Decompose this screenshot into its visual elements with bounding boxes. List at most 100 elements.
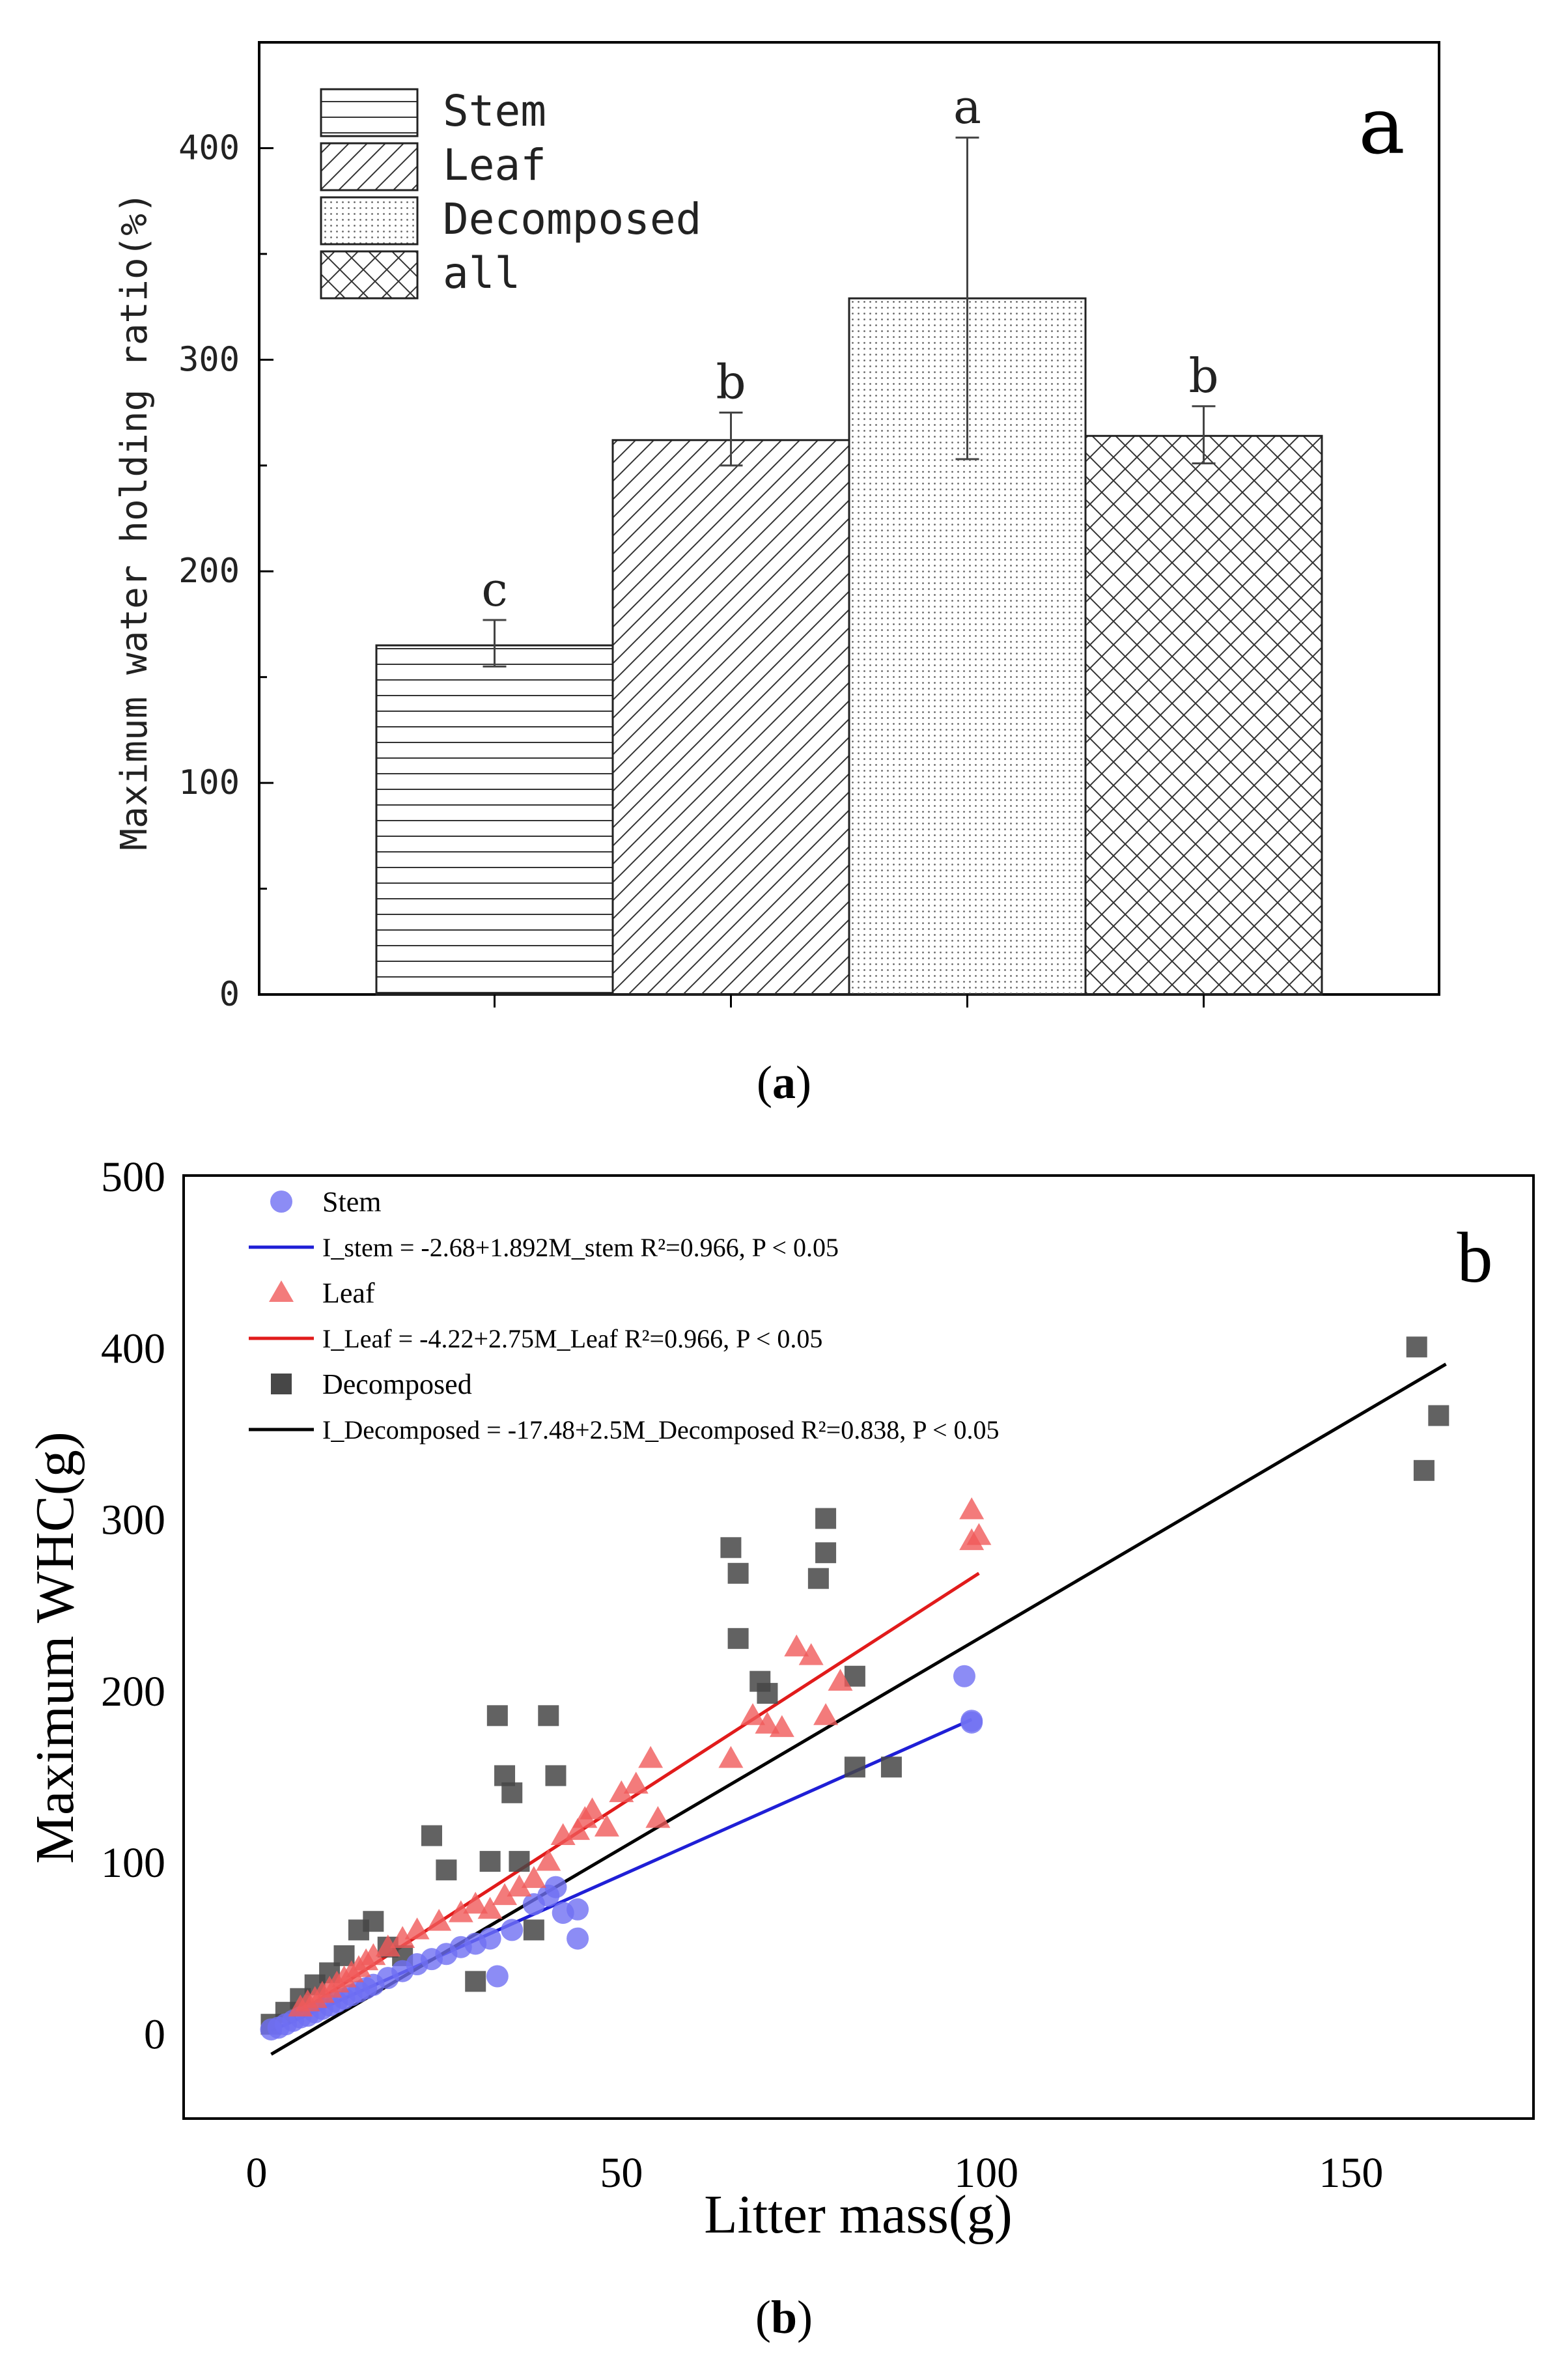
- point-decomposed: [1413, 1459, 1435, 1481]
- point-leaf: [813, 1703, 839, 1725]
- panel-a-x-ticks: [494, 994, 1205, 1008]
- point-leaf: [536, 1848, 561, 1871]
- point-decomposed: [479, 1851, 501, 1872]
- y-tick-label-0: 0: [219, 975, 240, 1014]
- panel-b-y-axis: 0 100 200 300 400 500: [101, 1153, 165, 2058]
- legend-equation-leaf: I_Leaf = -4.22+2.75M_Leaf R²=0.966, P < …: [322, 1324, 822, 1353]
- y-tick-label-200: 200: [101, 1668, 165, 1715]
- point-leaf: [755, 1712, 780, 1734]
- point-decomposed: [727, 1628, 749, 1649]
- significance-letter-leaf: b: [716, 355, 746, 410]
- point-leaf: [609, 1780, 634, 1803]
- point-decomposed: [523, 1919, 544, 1941]
- point-leaf: [375, 1934, 400, 1957]
- legend-swatch-decomposed: [320, 196, 419, 246]
- y-tick-label-100: 100: [101, 1839, 165, 1887]
- point-leaf: [623, 1771, 649, 1794]
- y-tick-label-100: 100: [178, 763, 240, 802]
- legend-marker-leaf: [269, 1280, 294, 1302]
- point-decomposed: [1406, 1336, 1427, 1358]
- panel-a-significance-letters: c b a b: [481, 79, 1218, 617]
- panel-a-bar-chart: c b a b 0 100 200 300 400 Maximum water holding…: [113, 41, 1440, 1014]
- point-decomposed: [486, 1705, 508, 1727]
- point-leaf: [718, 1745, 744, 1768]
- point-decomposed: [538, 1705, 559, 1727]
- legend-label-stem: Stem: [443, 86, 546, 136]
- y-tick-label-400: 400: [178, 128, 240, 167]
- point-leaf: [361, 1943, 386, 1966]
- point-leaf: [492, 1883, 518, 1906]
- point-leaf: [477, 1896, 503, 1919]
- point-decomposed: [807, 1568, 829, 1589]
- panel-b-legend: Stem I_stem = -2.68+1.892M_stem R²=0.966,…: [249, 1186, 1000, 1445]
- point-decomposed: [509, 1851, 530, 1872]
- y-tick-label-0: 0: [144, 2010, 165, 2058]
- point-stem: [567, 1898, 589, 1921]
- y-tick-label-300: 300: [178, 340, 240, 379]
- panel-b-scatter-chart: 0 100 200 300 400 500 0 50 100 150 Litter mass(g…: [25, 1153, 1535, 2245]
- legend-swatch-leaf: [320, 142, 419, 191]
- point-leaf: [580, 1797, 605, 1820]
- point-decomposed: [815, 1542, 837, 1564]
- point-leaf: [784, 1634, 809, 1657]
- point-stem: [544, 1876, 567, 1898]
- point-leaf: [638, 1745, 664, 1768]
- point-decomposed: [545, 1765, 567, 1786]
- point-decomposed: [501, 1782, 523, 1803]
- y-tick-label-400: 400: [101, 1325, 165, 1372]
- point-decomposed: [465, 1971, 486, 1992]
- y-tick-label-300: 300: [101, 1497, 165, 1544]
- point-stem: [953, 1665, 975, 1687]
- caption-a: (a): [757, 1056, 811, 1108]
- panel-a-y-axis-label: Maximum water holding ratio(%): [113, 191, 156, 850]
- point-leaf: [507, 1874, 532, 1896]
- point-leaf: [565, 1818, 591, 1840]
- legend-series-leaf: Leaf: [322, 1277, 375, 1309]
- legend-equation-stem: I_stem = -2.68+1.892M_stem R²=0.966, P <…: [322, 1233, 839, 1262]
- panel-b-x-axis-label: Litter mass(g): [704, 2184, 1013, 2245]
- point-stem: [501, 1919, 524, 1941]
- point-leaf: [959, 1528, 985, 1551]
- legend-series-decomposed: Decomposed: [322, 1368, 472, 1400]
- point-leaf: [448, 1900, 473, 1923]
- caption-b: (b): [755, 2291, 813, 2343]
- point-leaf: [463, 1891, 488, 1914]
- legend-label-all: all: [443, 248, 520, 298]
- point-decomposed: [815, 1508, 837, 1529]
- legend-marker-decomposed: [271, 1374, 292, 1394]
- point-leaf: [404, 1917, 430, 1939]
- x-tick-label-100: 100: [954, 2149, 1018, 2197]
- significance-letter-stem: c: [481, 562, 507, 617]
- legend-equation-decomposed: I_Decomposed = -17.48+2.5M_Decomposed R²…: [322, 1415, 1000, 1445]
- bar-all: [1084, 434, 1323, 996]
- point-decomposed: [880, 1756, 902, 1778]
- point-decomposed: [844, 1756, 865, 1778]
- significance-letter-all: b: [1188, 348, 1218, 403]
- panel-b-x-axis: 0 50 100 150: [246, 2149, 1384, 2197]
- legend-label-decomposed: Decomposed: [443, 194, 701, 244]
- point-decomposed: [1428, 1405, 1449, 1426]
- y-tick-label-200: 200: [178, 552, 240, 591]
- point-leaf: [390, 1926, 415, 1948]
- point-stem: [486, 1965, 509, 1988]
- point-decomposed: [720, 1537, 742, 1558]
- significance-letter-decomposed: a: [953, 79, 981, 134]
- point-leaf: [769, 1715, 794, 1738]
- bar-leaf: [611, 439, 850, 996]
- x-tick-label-0: 0: [246, 2149, 268, 2197]
- point-decomposed: [421, 1825, 442, 1846]
- panel-a-error-bars: [483, 136, 1216, 668]
- point-stem: [567, 1927, 589, 1950]
- point-stem: [479, 1927, 501, 1950]
- point-decomposed: [757, 1683, 778, 1704]
- point-stem: [960, 1711, 983, 1734]
- point-leaf: [828, 1669, 853, 1691]
- panel-a-y-axis: 0 100 200 300 400: [178, 128, 273, 1014]
- panel-a-label: a: [1358, 81, 1405, 172]
- legend-label-leaf: Leaf: [443, 140, 546, 190]
- legend-series-stem: Stem: [322, 1186, 381, 1218]
- legend-swatch-stem: [320, 88, 419, 137]
- y-tick-label-500: 500: [101, 1153, 165, 1201]
- x-tick-label-150: 150: [1319, 2149, 1383, 2197]
